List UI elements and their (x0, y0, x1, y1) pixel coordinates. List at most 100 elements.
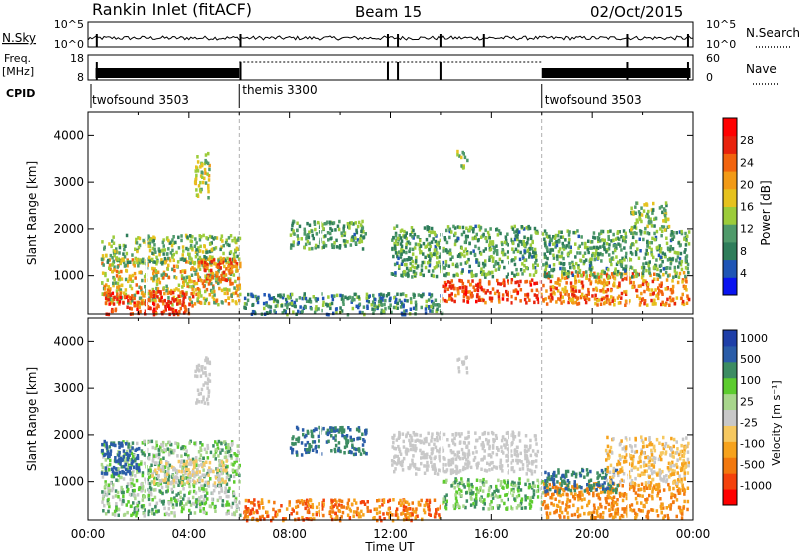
scatter-cell (558, 239, 561, 244)
scatter-cell (491, 446, 495, 450)
scatter-cell (194, 288, 197, 292)
scatter-cell (395, 224, 399, 228)
scatter-cell (493, 249, 497, 253)
scatter-cell (465, 252, 469, 256)
scatter-cell (408, 241, 412, 246)
scatter-cell (440, 311, 444, 316)
scatter-cell (247, 292, 250, 297)
scatter-cell (631, 272, 635, 276)
scatter-cell (269, 305, 273, 309)
scatter-cell (194, 491, 198, 495)
scatter-cell (193, 511, 197, 515)
scatter-cell (202, 489, 205, 493)
scatter-cell (532, 263, 535, 267)
scatter-cell (203, 260, 207, 265)
scatter-cell (189, 458, 192, 463)
scatter-cell (115, 506, 118, 510)
scatter-cell (308, 241, 311, 246)
scatter-cell (138, 296, 142, 300)
scatter-cell (574, 270, 578, 274)
scatter-cell (190, 473, 193, 477)
scatter-cell (506, 250, 510, 254)
scatter-cell (153, 236, 156, 241)
scatter-cell (168, 463, 172, 468)
scatter-cell (120, 269, 123, 274)
scatter-cell (122, 490, 125, 495)
scatter-cell (173, 511, 176, 515)
scatter-cell (210, 260, 213, 264)
scatter-cell (289, 302, 292, 306)
scatter-cell (133, 264, 136, 268)
scatter-cell (378, 515, 382, 520)
scatter-cell (180, 509, 184, 514)
scatter-cell (605, 300, 608, 304)
scatter-cell (431, 467, 435, 471)
scatter-cell (295, 499, 299, 504)
scatter-cell (153, 247, 156, 252)
scatter-cell (418, 247, 422, 251)
scatter-cell (438, 246, 442, 250)
scatter-cell (411, 444, 414, 448)
scatter-cell (672, 235, 676, 239)
scatter-cell (359, 236, 362, 241)
scatter-cell (322, 300, 325, 305)
scatter-cell (191, 260, 194, 265)
scatter-cell (476, 466, 479, 470)
scatter-cell (311, 246, 314, 251)
scatter-cell (571, 260, 574, 265)
scatter-cell (286, 294, 290, 299)
scatter-cell (435, 274, 439, 279)
scatter-cell (385, 294, 389, 298)
scatter-cell (193, 502, 197, 506)
scatter-cell (666, 297, 669, 302)
scatter-cell (202, 397, 205, 402)
scatter-cell (506, 453, 509, 458)
scatter-cell (474, 244, 477, 249)
scatter-cell (422, 252, 425, 256)
scatter-cell (677, 275, 681, 279)
scatter-cell (665, 241, 669, 246)
scatter-cell (518, 467, 522, 471)
scatter-cell (305, 517, 308, 521)
scatter-cell (548, 240, 552, 245)
scatter-cell (673, 302, 677, 306)
scatter-cell (561, 241, 564, 246)
scatter-cell (432, 237, 435, 241)
scatter-cell (480, 467, 483, 471)
scatter-cell (330, 294, 334, 298)
scatter-cell (183, 482, 186, 486)
scatter-cell (182, 282, 186, 287)
scatter-cell (512, 289, 516, 293)
scatter-cell (375, 511, 379, 516)
scatter-cell (176, 454, 179, 458)
scatter-cell (641, 282, 645, 287)
scatter-cell (216, 271, 219, 276)
scatter-cell (160, 258, 163, 262)
scatter-cell (194, 255, 198, 259)
scatter-cell (632, 274, 636, 279)
scatter-cell (433, 498, 437, 502)
scatter-cell (198, 470, 201, 474)
scatter-cell (453, 226, 457, 230)
scatter-cell (376, 518, 379, 523)
scatter-cell (518, 257, 522, 262)
scatter-cell (436, 251, 439, 255)
scatter-cell (130, 513, 133, 518)
scatter-cell (133, 506, 137, 511)
scatter-cell (323, 222, 326, 226)
scatter-cell (526, 295, 530, 299)
scatter-cell (413, 509, 416, 514)
scatter-cell (218, 490, 221, 495)
scatter-cell (138, 261, 141, 265)
scatter-cell (156, 270, 160, 274)
scatter-cell (453, 286, 456, 291)
scatter-cell (228, 486, 231, 491)
scatter-cell (204, 298, 207, 303)
scatter-cell (680, 231, 684, 236)
scatter-cell (409, 441, 412, 445)
scatter-cell (119, 288, 123, 292)
power-colorbar-tick: 4 (740, 267, 747, 280)
scatter-cell (452, 224, 455, 229)
scatter-cell (103, 472, 107, 476)
